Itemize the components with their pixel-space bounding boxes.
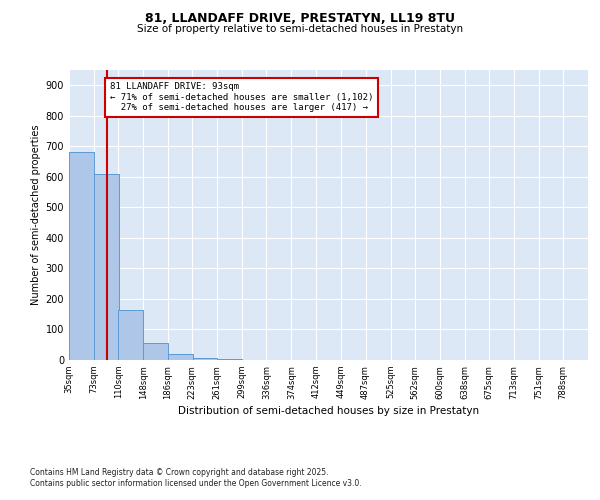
- X-axis label: Distribution of semi-detached houses by size in Prestatyn: Distribution of semi-detached houses by …: [178, 406, 479, 416]
- Bar: [169, 354, 193, 360]
- Bar: [94, 174, 119, 360]
- Bar: [69, 152, 94, 360]
- Text: Size of property relative to semi-detached houses in Prestatyn: Size of property relative to semi-detach…: [137, 24, 463, 34]
- Text: 81, LLANDAFF DRIVE, PRESTATYN, LL19 8TU: 81, LLANDAFF DRIVE, PRESTATYN, LL19 8TU: [145, 12, 455, 26]
- Bar: [193, 358, 217, 360]
- Bar: [118, 310, 143, 360]
- Bar: [143, 343, 168, 360]
- Text: 81 LLANDAFF DRIVE: 93sqm
← 71% of semi-detached houses are smaller (1,102)
  27%: 81 LLANDAFF DRIVE: 93sqm ← 71% of semi-d…: [110, 82, 373, 112]
- Text: Contains HM Land Registry data © Crown copyright and database right 2025.
Contai: Contains HM Land Registry data © Crown c…: [30, 468, 362, 487]
- Y-axis label: Number of semi-detached properties: Number of semi-detached properties: [31, 124, 41, 305]
